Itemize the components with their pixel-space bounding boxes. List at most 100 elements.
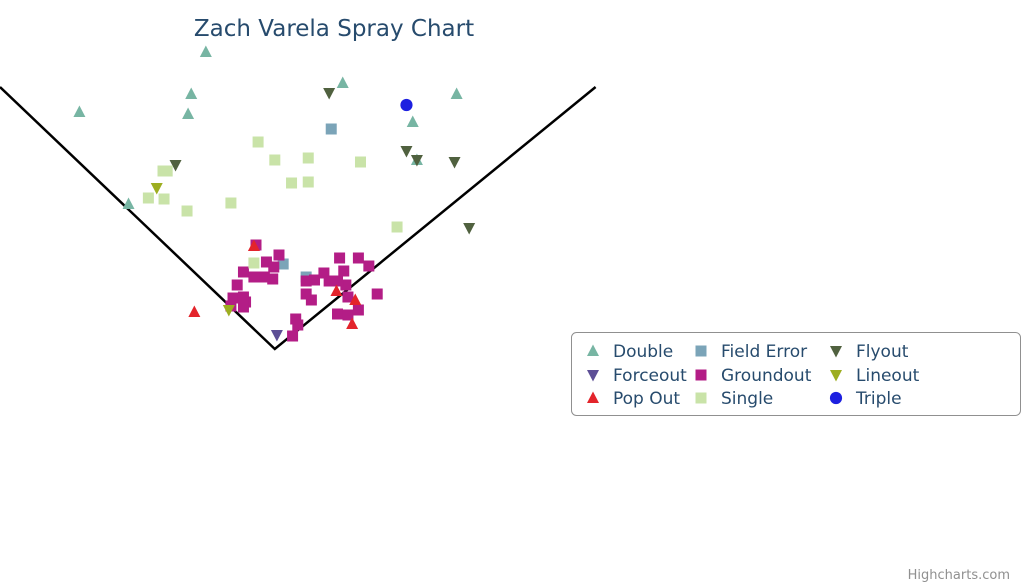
legend-label-groundout: Groundout xyxy=(721,366,812,386)
point-groundout-30[interactable] xyxy=(248,271,260,283)
point-double-3[interactable] xyxy=(73,105,86,118)
point-groundout-27[interactable] xyxy=(287,330,299,342)
chart-title: Zach Varela Spray Chart xyxy=(194,16,474,42)
point-double-2[interactable] xyxy=(182,107,195,120)
point-double-7[interactable] xyxy=(406,115,419,128)
legend-box xyxy=(571,332,1021,416)
legend-label-forceout: Forceout xyxy=(613,366,687,386)
credits-text[interactable]: Highcharts.com xyxy=(908,568,1010,583)
legend-symbol-groundout xyxy=(695,369,707,381)
data-points xyxy=(73,45,476,342)
point-single-5[interactable] xyxy=(157,165,169,177)
legend-symbol-triple xyxy=(829,391,843,405)
legend-symbol-flyout xyxy=(830,346,842,358)
legend-symbol-double xyxy=(587,344,599,356)
point-single-1[interactable] xyxy=(269,154,281,166)
point-flyout-0[interactable] xyxy=(323,88,336,100)
point-single-3[interactable] xyxy=(354,156,366,168)
point-groundout-3[interactable] xyxy=(267,273,279,285)
legend-item-forceout[interactable]: Forceout xyxy=(587,366,687,386)
point-flyout-3[interactable] xyxy=(448,157,461,169)
legend-label-field-error: Field Error xyxy=(721,342,807,362)
point-flyout-1[interactable] xyxy=(400,146,413,158)
point-groundout-19[interactable] xyxy=(342,291,354,303)
point-groundout-31[interactable] xyxy=(237,291,249,303)
point-single-9[interactable] xyxy=(225,197,237,209)
point-single-13[interactable] xyxy=(248,257,260,269)
legend-item-field-error[interactable]: Field Error xyxy=(695,342,808,362)
point-groundout-21[interactable] xyxy=(305,294,317,306)
point-groundout-28[interactable] xyxy=(268,261,280,273)
point-groundout-4[interactable] xyxy=(237,266,249,278)
point-flyout-4[interactable] xyxy=(463,223,476,235)
legend-item-pop-out[interactable]: Pop Out xyxy=(587,389,680,409)
legend-symbol-pop-out xyxy=(587,391,599,403)
foul-lines xyxy=(0,86,597,351)
legend-item-double[interactable]: Double xyxy=(587,342,673,362)
point-double-1[interactable] xyxy=(185,87,198,100)
point-single-2[interactable] xyxy=(302,152,314,164)
point-pop-out-2[interactable] xyxy=(330,284,343,297)
point-groundout-29[interactable] xyxy=(258,271,270,283)
legend-symbol-lineout xyxy=(830,370,842,382)
series-single xyxy=(142,136,403,269)
point-single-7[interactable] xyxy=(158,193,170,205)
series-forceout xyxy=(270,330,283,342)
legend-symbol-forceout xyxy=(587,370,599,382)
point-pop-out-3[interactable] xyxy=(346,317,359,330)
point-groundout-17[interactable] xyxy=(338,265,350,277)
point-groundout-18[interactable] xyxy=(340,279,352,291)
point-groundout-22[interactable] xyxy=(332,308,344,320)
point-double-6[interactable] xyxy=(450,87,463,100)
point-flyout-2[interactable] xyxy=(410,155,423,167)
legend-symbol-field-error xyxy=(695,345,707,357)
point-groundout-1[interactable] xyxy=(260,256,272,268)
point-pop-out-4[interactable] xyxy=(349,293,362,306)
legend-item-single[interactable]: Single xyxy=(695,389,774,409)
point-groundout-15[interactable] xyxy=(352,252,364,264)
point-groundout-23[interactable] xyxy=(342,309,354,321)
point-groundout-26[interactable] xyxy=(292,319,304,331)
point-groundout-13[interactable] xyxy=(323,275,335,287)
point-triple-0[interactable] xyxy=(400,98,413,112)
point-groundout-5[interactable] xyxy=(231,279,243,291)
point-single-8[interactable] xyxy=(181,205,193,217)
point-lineout-1[interactable] xyxy=(222,305,235,317)
point-pop-out-0[interactable] xyxy=(247,239,260,252)
legend-item-groundout[interactable]: Groundout xyxy=(695,366,812,386)
point-groundout-9[interactable] xyxy=(237,301,249,313)
legend-label-single: Single xyxy=(721,389,773,409)
point-groundout-14[interactable] xyxy=(334,252,346,264)
point-lineout-0[interactable] xyxy=(150,183,163,195)
legend-item-lineout[interactable]: Lineout xyxy=(830,366,920,386)
point-single-11[interactable] xyxy=(302,176,314,188)
point-groundout-10[interactable] xyxy=(300,288,312,300)
legend-item-flyout[interactable]: Flyout xyxy=(830,342,909,362)
point-groundout-33[interactable] xyxy=(300,275,312,287)
point-groundout-32[interactable] xyxy=(332,275,344,287)
point-double-5[interactable] xyxy=(336,76,349,89)
point-groundout-20[interactable] xyxy=(371,288,383,300)
point-single-12[interactable] xyxy=(391,221,403,233)
point-groundout-24[interactable] xyxy=(352,304,364,316)
point-double-4[interactable] xyxy=(122,197,135,210)
legend-symbol-single xyxy=(695,392,707,404)
point-groundout-2[interactable] xyxy=(273,249,285,261)
point-flyout-5[interactable] xyxy=(169,160,182,172)
point-groundout-6[interactable] xyxy=(227,292,239,304)
point-field-error-0[interactable] xyxy=(325,123,337,135)
point-groundout-25[interactable] xyxy=(290,313,302,325)
point-field-error-2[interactable] xyxy=(277,258,289,270)
point-forceout-0[interactable] xyxy=(270,330,283,342)
point-pop-out-1[interactable] xyxy=(188,305,201,318)
point-groundout-16[interactable] xyxy=(363,260,375,272)
point-double-0[interactable] xyxy=(199,45,212,58)
point-single-10[interactable] xyxy=(286,177,298,189)
point-single-0[interactable] xyxy=(252,136,264,148)
legend-item-triple[interactable]: Triple xyxy=(829,389,902,409)
point-single-6[interactable] xyxy=(142,192,154,204)
point-groundout-12[interactable] xyxy=(318,267,330,279)
series-double xyxy=(73,45,463,210)
point-groundout-11[interactable] xyxy=(309,274,321,286)
